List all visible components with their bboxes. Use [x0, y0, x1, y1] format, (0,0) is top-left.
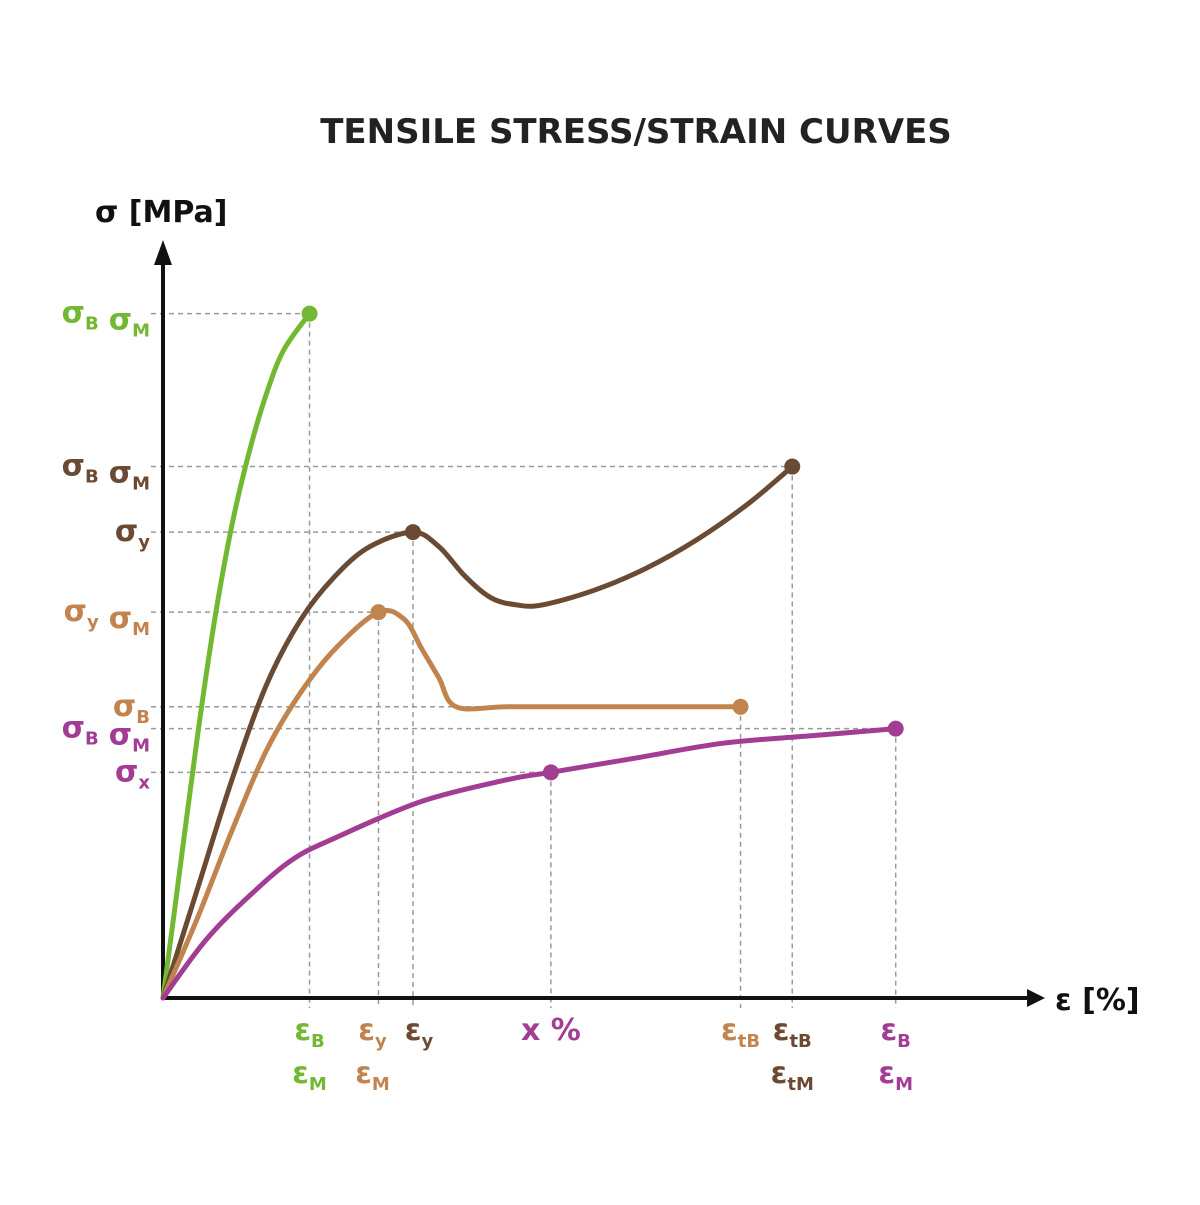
- x-annotation-label: εM: [878, 1056, 913, 1095]
- subscript: tB: [789, 1031, 811, 1052]
- symbol: σ: [64, 594, 87, 629]
- y-annotation-label: σB σM: [62, 711, 150, 757]
- symbol: σ: [115, 754, 138, 789]
- subscript: B: [311, 1031, 325, 1052]
- marker-green: [301, 305, 318, 322]
- y-annotation-label: σy: [115, 514, 150, 553]
- x-annotation-label: εy: [358, 1013, 387, 1052]
- guide-lines: [151, 312, 897, 1008]
- curve-purple: [160, 726, 899, 1001]
- symbol: ε: [294, 1013, 311, 1048]
- symbol: ε: [880, 1013, 897, 1048]
- x-annotation-label: x %: [521, 1013, 581, 1048]
- symbol: σ: [113, 689, 136, 724]
- subscript: tM: [787, 1074, 814, 1095]
- y-annotation-label: σB σM: [62, 296, 150, 342]
- subscript: B: [85, 467, 99, 488]
- y-annotation-label: σx: [115, 754, 150, 793]
- symbol: σ: [115, 514, 138, 549]
- symbol: x %: [521, 1013, 581, 1048]
- marker-light_brown: [732, 698, 749, 715]
- markers: [301, 305, 904, 781]
- marker-dark_brown: [784, 458, 801, 475]
- subscript: y: [375, 1031, 387, 1052]
- symbol: σ: [109, 718, 132, 753]
- curve-light_brown: [160, 607, 743, 1001]
- axes: [154, 240, 1045, 1007]
- x-annotation-label: εB: [294, 1013, 324, 1052]
- symbol: σ: [109, 601, 132, 636]
- y-annotation-label: σB: [113, 689, 150, 728]
- y-axis-arrow-icon: [154, 240, 172, 265]
- x-annotation-label: εy: [405, 1013, 434, 1052]
- x-annotation-label: εM: [292, 1056, 327, 1095]
- symbol: ε: [773, 1013, 790, 1048]
- marker-purple: [542, 764, 559, 781]
- symbol: σ: [62, 711, 85, 746]
- subscript: M: [309, 1074, 327, 1095]
- symbol: ε: [358, 1013, 375, 1048]
- symbol: ε: [405, 1013, 422, 1048]
- subscript: M: [132, 736, 150, 757]
- x-annotation-label: εtB: [773, 1013, 812, 1052]
- symbol: σ: [109, 303, 132, 338]
- x-axis-label: ε [%]: [1055, 983, 1140, 1018]
- y-axis-label: σ [MPa]: [95, 195, 228, 230]
- symbol: σ: [62, 449, 85, 484]
- marker-purple: [887, 720, 904, 737]
- subscript: B: [85, 729, 99, 750]
- subscript: tB: [738, 1031, 760, 1052]
- chart-title: TENSILE STRESS/STRAIN CURVES: [320, 112, 952, 152]
- marker-dark_brown: [404, 524, 421, 541]
- y-annotation-label: σB σM: [62, 449, 150, 495]
- symbol: ε: [721, 1013, 738, 1048]
- subscript: y: [421, 1031, 433, 1052]
- marker-light_brown: [370, 604, 387, 621]
- symbol: ε: [355, 1056, 372, 1091]
- subscript: M: [895, 1074, 913, 1095]
- subscript: x: [138, 772, 150, 793]
- subscript: B: [85, 314, 99, 335]
- symbol: σ: [109, 456, 132, 491]
- subscript: M: [132, 474, 150, 495]
- curves: [160, 311, 899, 1001]
- subscript: M: [132, 619, 150, 640]
- curve-green: [160, 311, 312, 1001]
- symbol: ε: [771, 1056, 788, 1091]
- x-annotation-label: εM: [355, 1056, 390, 1095]
- subscript: y: [138, 532, 150, 553]
- x-annotation-label: εB: [880, 1013, 910, 1052]
- x-annotation-label: εtB: [721, 1013, 760, 1052]
- x-annotation-label: εtM: [771, 1056, 814, 1095]
- y-annotation-label: σy σM: [64, 594, 150, 640]
- subscript: B: [136, 707, 150, 728]
- subscript: y: [87, 612, 99, 633]
- symbol: ε: [878, 1056, 895, 1091]
- x-axis-arrow-icon: [1027, 989, 1045, 1007]
- curve-dark_brown: [160, 464, 795, 1001]
- symbol: ε: [292, 1056, 309, 1091]
- subscript: B: [897, 1031, 911, 1052]
- symbol: σ: [62, 296, 85, 331]
- subscript: M: [372, 1074, 390, 1095]
- subscript: M: [132, 321, 150, 342]
